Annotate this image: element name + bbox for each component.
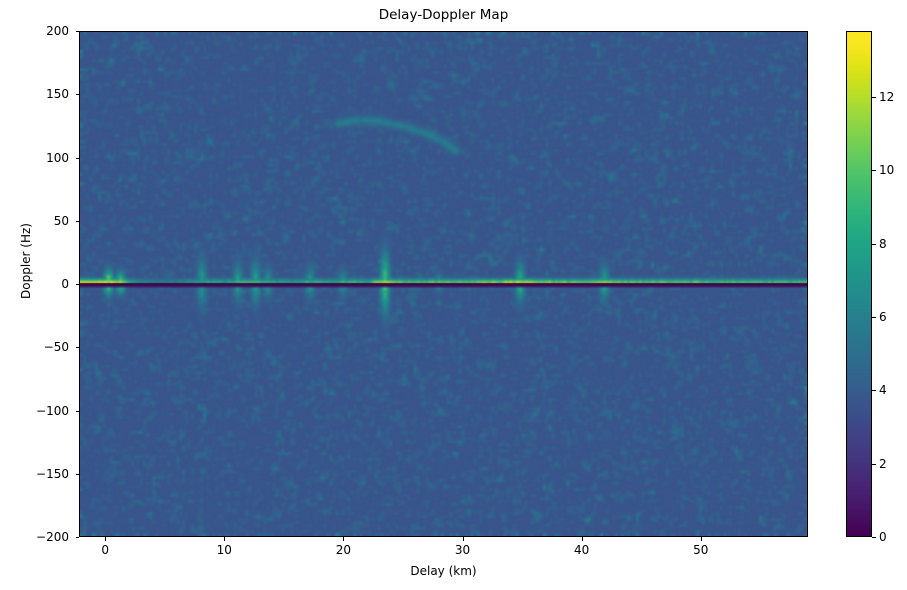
y-tick-mark xyxy=(75,284,79,285)
colorbar-tick-label: 10 xyxy=(879,163,895,178)
y-tick-mark xyxy=(75,220,79,222)
x-tick-mark xyxy=(581,537,583,541)
x-tick-mark xyxy=(700,537,702,541)
y-tick-label: −200 xyxy=(36,530,69,544)
y-tick-mark xyxy=(75,157,79,159)
colorbar-tick-mark xyxy=(872,390,876,392)
x-tick-label: 40 xyxy=(574,543,590,557)
x-tick-mark xyxy=(462,537,464,541)
x-tick-label: 10 xyxy=(216,543,232,557)
x-tick-label: 30 xyxy=(454,543,471,557)
y-tick-mark xyxy=(75,537,79,538)
heatmap-plot-area xyxy=(79,31,808,537)
y-tick-label: 200 xyxy=(46,24,69,38)
colorbar-tick-label: 4 xyxy=(879,383,887,398)
y-tick-mark xyxy=(75,94,79,96)
x-tick-label: 50 xyxy=(693,543,709,557)
y-tick-label: 150 xyxy=(46,87,69,102)
y-tick-label: 50 xyxy=(53,213,69,228)
x-tick-label: 0 xyxy=(101,543,110,557)
colorbar-tick-label: 8 xyxy=(879,236,887,251)
page-title: Delay-Doppler Map xyxy=(378,7,509,23)
y-tick-mark xyxy=(75,31,79,32)
y-tick-mark xyxy=(75,410,79,412)
x-tick-label: 20 xyxy=(335,543,352,557)
y-axis-label: Doppler (Hz) xyxy=(19,223,33,299)
colorbar-tick-mark xyxy=(872,463,876,465)
x-tick-mark xyxy=(105,537,107,541)
x-axis-label: Delay (km) xyxy=(410,564,477,578)
colorbar-gradient xyxy=(847,32,871,536)
y-tick-label: 100 xyxy=(46,150,69,165)
y-tick-mark xyxy=(75,347,79,349)
colorbar-tick-mark xyxy=(872,537,876,538)
colorbar-tick-mark xyxy=(872,170,876,172)
y-tick-mark xyxy=(75,473,79,475)
colorbar-tick-label: 12 xyxy=(879,90,895,104)
y-tick-label: 0 xyxy=(61,277,69,291)
y-tick-label: −150 xyxy=(36,466,69,481)
colorbar-tick-label: 0 xyxy=(879,530,887,544)
x-tick-mark xyxy=(224,537,226,541)
colorbar-tick-mark xyxy=(872,243,876,245)
delay-doppler-heatmap xyxy=(80,32,807,536)
y-tick-label: −50 xyxy=(43,340,69,355)
colorbar-tick-label: 6 xyxy=(879,310,887,324)
colorbar-tick-label: 2 xyxy=(879,456,887,471)
colorbar-tick-mark xyxy=(872,317,876,318)
x-tick-mark xyxy=(343,537,345,541)
y-tick-label: −100 xyxy=(36,403,69,418)
colorbar xyxy=(846,31,872,537)
colorbar-tick-mark xyxy=(872,97,876,98)
